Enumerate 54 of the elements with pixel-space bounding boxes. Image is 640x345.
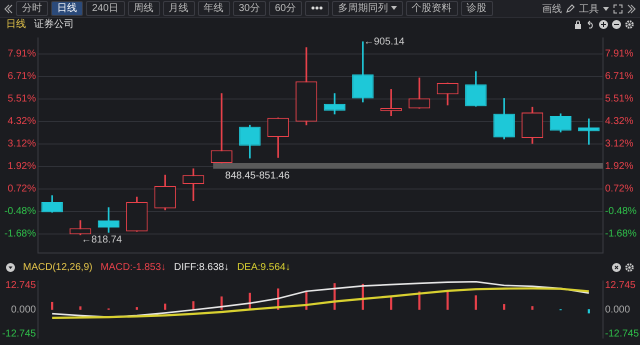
text: 画线 (542, 2, 562, 16)
y-tick-label: 4.32% (8, 116, 36, 128)
y2-tick-label: 5.51% (605, 94, 634, 105)
y-tick-label: 5.51% (8, 94, 36, 105)
text: 30分 (232, 1, 266, 16)
y-tick-label: 0.72% (8, 184, 36, 195)
bar (79, 306, 82, 310)
text: 工具 (579, 2, 599, 16)
text: 240日 (86, 1, 125, 16)
bar (474, 295, 477, 310)
text: 月线 (162, 1, 195, 16)
y2-tick-label: -0.48% (605, 206, 637, 218)
y2-tick-label: 6.71% (605, 71, 634, 82)
y-tick-label: 12.745 (5, 280, 36, 292)
y2-tick-label: 3.12% (605, 138, 634, 150)
y-tick-label: 1.92% (8, 161, 36, 172)
text: 周线 (128, 1, 160, 16)
y2-tick-label: -1.68% (605, 228, 637, 240)
y2-tick-label: 4.32% (605, 116, 634, 128)
bar (136, 307, 138, 310)
y2-tick-label: 0.000 (605, 304, 630, 316)
chart-subtitle: 证券公司 (34, 18, 74, 31)
bar (51, 302, 54, 310)
chart-title: 日线 (6, 18, 26, 31)
bar (588, 309, 590, 314)
y-tick-label: 3.12% (8, 138, 36, 150)
text: MACD:-1.853↓ (100, 262, 166, 272)
y2-tick-label: 12.745 (605, 280, 636, 292)
text: DEA:9.564↓ (237, 262, 290, 272)
bar (503, 304, 506, 310)
band-label: 848.45-851.46 (225, 170, 290, 182)
y2-tick-label: 1.92% (605, 161, 634, 172)
text: 个股资料 (406, 1, 458, 16)
text: 60分 (268, 1, 302, 16)
text: 多周期同列 (332, 1, 403, 16)
y-tick-label: -0.48% (4, 206, 36, 218)
y2-tick-label: 0.72% (605, 184, 634, 195)
y-tick-label: 7.91% (8, 48, 36, 60)
y2-tick-label: 7.91% (605, 48, 634, 60)
text: 诊股 (460, 1, 493, 16)
text: DIFF:8.638↓ (174, 262, 230, 272)
annotation: ←905.14 (364, 36, 405, 48)
y-tick-label: 6.71% (8, 71, 36, 82)
bar (531, 306, 534, 310)
y2-tick-label: -12.745 (605, 328, 640, 340)
bar (164, 304, 166, 310)
text: 分时 (16, 1, 48, 16)
text: 年线 (198, 1, 230, 16)
text: 日线 (51, 1, 83, 16)
y-tick-label: 0.000 (10, 304, 36, 316)
chart-title: MACD(12,26,9) (23, 262, 92, 272)
y-tick-label: -12.745 (2, 328, 36, 340)
y-tick-label: -1.68% (4, 228, 36, 240)
annotation: ←818.74 (81, 234, 122, 246)
